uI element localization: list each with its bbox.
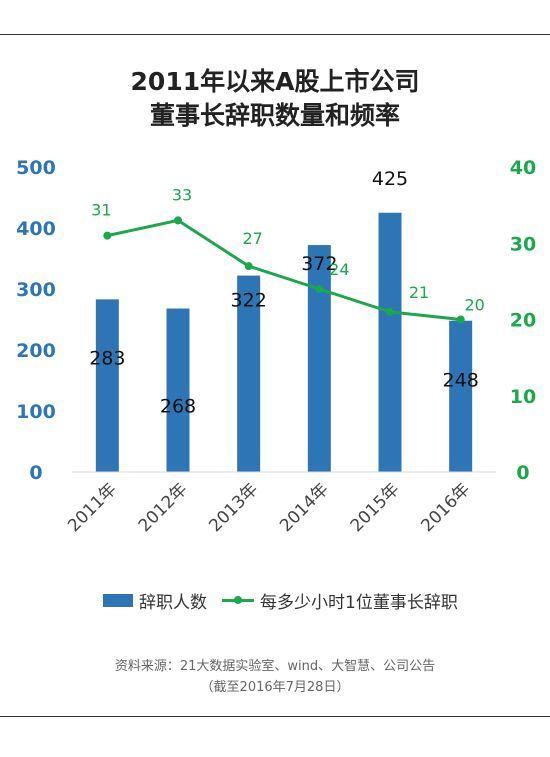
line-label-2013年: 27 [242, 229, 262, 248]
bar-2013年 [237, 275, 261, 472]
bar-2016年 [449, 320, 473, 472]
chart-title-line1: 2011年以来A股上市公司 [130, 67, 420, 96]
line-point-2015年 [386, 307, 394, 316]
legend-item-bar: 辞职人数 [103, 588, 207, 613]
bar-label-2012年: 268 [160, 396, 196, 418]
bar-2011年 [95, 299, 119, 472]
x-tick-2013年: 2013年 [205, 479, 262, 536]
line-label-2015年: 21 [409, 283, 429, 302]
x-tick-2012年: 2012年 [135, 479, 192, 536]
line-label-2011年: 31 [91, 201, 111, 220]
source-note: 资料来源：21大数据实验室、wind、大智慧、公司公告 [114, 659, 436, 674]
bar-label-2015年: 425 [372, 168, 408, 190]
line-point-2011年 [103, 231, 112, 240]
line-point-2016年 [456, 315, 465, 324]
y-right-tick-2: 20 [510, 310, 536, 332]
bar-label-2013年: 322 [231, 290, 267, 312]
legend-line-swatch [222, 596, 254, 604]
bar-2012年 [166, 308, 190, 472]
y-right-tick-0: 0 [516, 462, 529, 484]
y-left-tick-5: 500 [16, 157, 56, 179]
bar-2015年 [378, 212, 402, 472]
bottom-rule [0, 716, 550, 717]
line-series [107, 218, 461, 321]
y-right-tick-3: 30 [510, 233, 536, 255]
combo-chart: 0 100 200 300 400 500 0 10 20 30 40 283 268 322 372 425… [16, 157, 536, 536]
y-right-tick-4: 40 [510, 157, 536, 179]
legend-item-line: 每多少小时1位董事长辞职 [222, 588, 458, 613]
line-point-2012年 [174, 216, 182, 225]
x-tick-2014年: 2014年 [276, 479, 333, 536]
legend-bar-label: 辞职人数 [139, 593, 207, 613]
bar-label-2016年: 248 [443, 370, 479, 392]
line-label-2016年: 20 [464, 296, 484, 315]
source-date: （截至2016年7月28日） [200, 680, 350, 695]
legend-line-label: 每多少小时1位董事长辞职 [260, 593, 458, 613]
bar-label-2014年: 372 [301, 253, 337, 275]
y-left-tick-4: 400 [16, 218, 56, 240]
y-left-tick-3: 300 [16, 279, 56, 301]
chart-title-line2: 董事长辞职数量和频率 [149, 101, 400, 130]
bar-label-2011年: 283 [89, 347, 125, 369]
x-tick-2015年: 2015年 [347, 479, 404, 536]
y-left-tick-2: 200 [16, 340, 56, 362]
line-label-2012年: 33 [172, 185, 192, 204]
y-right-tick-1: 10 [510, 386, 536, 408]
line-label-2014年: 24 [329, 260, 349, 279]
y-left-tick-0: 0 [29, 462, 42, 484]
legend-bar-swatch [103, 594, 133, 607]
x-tick-2016年: 2016年 [417, 479, 474, 536]
line-point-2014年 [315, 285, 324, 293]
line-point-2013年 [244, 262, 253, 271]
top-rule [0, 34, 550, 35]
y-left-tick-1: 100 [16, 401, 56, 423]
x-tick-2011年: 2011年 [64, 479, 121, 536]
bar-2014年 [307, 245, 331, 472]
